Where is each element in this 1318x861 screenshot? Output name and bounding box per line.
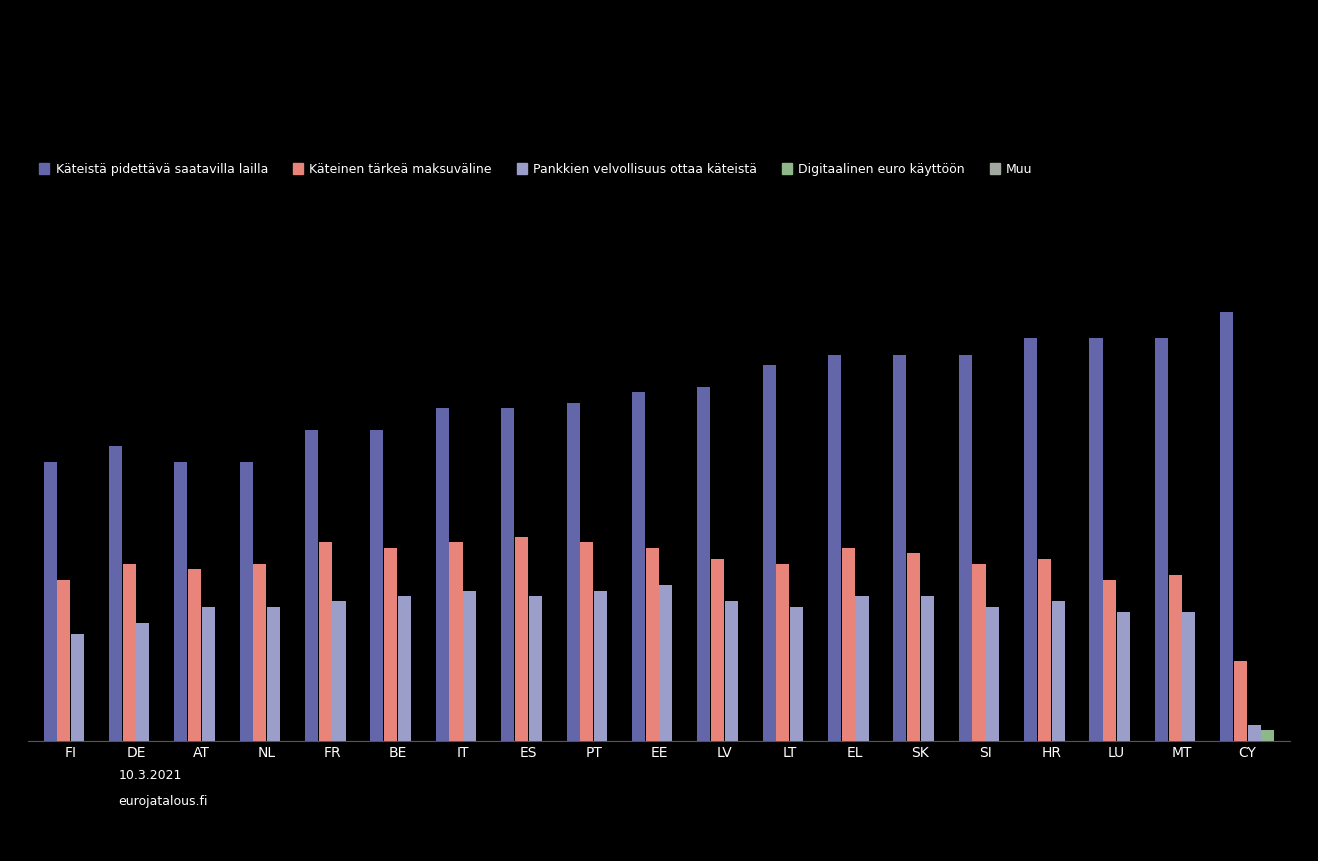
Bar (1234, 660, 1247, 741)
Bar (1155, 338, 1168, 741)
Bar (449, 542, 463, 741)
Bar (109, 446, 123, 741)
Bar (268, 607, 281, 741)
Bar (136, 623, 149, 741)
Bar (384, 548, 397, 741)
Bar (1248, 725, 1261, 741)
Bar (43, 461, 57, 741)
Bar (332, 602, 345, 741)
Bar (631, 392, 645, 741)
Bar (1169, 574, 1182, 741)
Bar (240, 461, 253, 741)
Text: eurojatalous.fi: eurojatalous.fi (119, 795, 208, 808)
Bar (567, 403, 580, 741)
Bar (958, 355, 971, 741)
Bar (1116, 612, 1130, 741)
Bar (501, 408, 514, 741)
Bar (253, 564, 266, 741)
Bar (921, 596, 934, 741)
Bar (370, 430, 384, 741)
Bar (1024, 338, 1037, 741)
Bar (855, 596, 869, 741)
Bar (398, 596, 411, 741)
Bar (894, 355, 907, 741)
Bar (57, 580, 70, 741)
Bar (174, 461, 187, 741)
Bar (1037, 559, 1050, 741)
Bar (907, 553, 920, 741)
Bar (986, 607, 999, 741)
Bar (828, 355, 841, 741)
Bar (515, 537, 529, 741)
Bar (188, 569, 202, 741)
Bar (463, 591, 476, 741)
Bar (776, 564, 789, 741)
Bar (1052, 602, 1065, 741)
Bar (725, 602, 738, 741)
Bar (304, 430, 318, 741)
Bar (1220, 312, 1234, 741)
Bar (580, 542, 593, 741)
Bar (71, 634, 84, 741)
Bar (202, 607, 215, 741)
Bar (842, 548, 855, 741)
Bar (529, 596, 542, 741)
Bar (1182, 612, 1195, 741)
Bar (789, 607, 803, 741)
Bar (1090, 338, 1103, 741)
Bar (436, 408, 449, 741)
Bar (710, 559, 724, 741)
Legend: Käteistä pidettävä saatavilla lailla, Käteinen tärkeä maksuväline, Pankkien velv: Käteistä pidettävä saatavilla lailla, Kä… (34, 158, 1037, 181)
Bar (973, 564, 986, 741)
Bar (646, 548, 659, 741)
Text: 10.3.2021: 10.3.2021 (119, 769, 182, 782)
Bar (1103, 580, 1116, 741)
Bar (319, 542, 332, 741)
Bar (123, 564, 136, 741)
Bar (697, 387, 710, 741)
Bar (763, 365, 776, 741)
Bar (1261, 730, 1275, 741)
Bar (594, 591, 608, 741)
Bar (659, 585, 672, 741)
